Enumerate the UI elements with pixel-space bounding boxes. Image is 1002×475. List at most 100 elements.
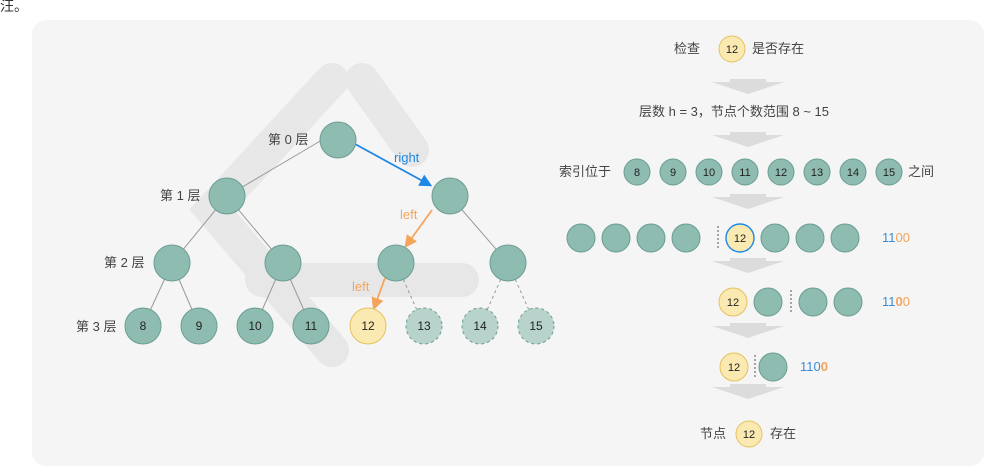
split1-bits-b: 00 xyxy=(896,230,910,245)
leaf-node-14 xyxy=(461,307,499,345)
split1-node-2 xyxy=(636,223,666,253)
tree-node-l2-2 xyxy=(377,244,415,282)
index-suffix: 之间 xyxy=(908,164,934,179)
leaf-node-11 xyxy=(292,307,330,345)
split2-target-label: 12 xyxy=(727,297,739,309)
split3-node-1 xyxy=(758,352,788,382)
left-arrow-1 xyxy=(404,209,433,249)
diagram-canvas: right left left 第 0 层 第 1 层 第 2 层 第 3 层 xyxy=(76,35,934,448)
leaf-label-8: 8 xyxy=(140,319,147,333)
top-fragment-text: 汪。 xyxy=(0,0,28,12)
level-label-2: 第 2 层 xyxy=(104,255,144,270)
tree-edges xyxy=(142,139,537,327)
index-node-10 xyxy=(695,158,723,186)
index-label-8: 8 xyxy=(634,167,640,179)
check-suffix: 是否存在 xyxy=(752,41,804,56)
index-node-11 xyxy=(731,158,759,186)
binary-tree: right left left 第 0 层 第 1 层 第 2 层 第 3 层 xyxy=(76,121,555,345)
leaf-label-12: 12 xyxy=(361,319,375,333)
split2-bits: 1100 xyxy=(882,294,910,309)
split1-node-5 xyxy=(760,223,790,253)
index-node-8 xyxy=(623,158,651,186)
flow-arrow-2 xyxy=(712,132,784,147)
split2-node-2 xyxy=(798,287,828,317)
check-prefix: 检查 xyxy=(674,41,700,56)
split2-node-1 xyxy=(753,287,783,317)
result-suffix: 存在 xyxy=(770,426,796,441)
leaf-label-14: 14 xyxy=(473,319,487,333)
leaf-node-9 xyxy=(180,307,218,345)
split2-bits-c: 0 xyxy=(903,294,910,309)
split3-bits-b: 0 xyxy=(821,359,828,374)
leaf-node-8 xyxy=(124,307,162,345)
result-node xyxy=(735,420,763,448)
check-node xyxy=(718,35,746,63)
level-label-0: 第 0 层 xyxy=(268,132,308,147)
leaf-node-12 xyxy=(349,307,387,345)
level-label-3: 第 3 层 xyxy=(76,319,116,334)
flow-arrow-3 xyxy=(712,194,784,209)
index-label-10: 10 xyxy=(703,167,715,179)
leaf-node-10 xyxy=(236,307,274,345)
left-arrow-2 xyxy=(371,277,386,311)
level-label-1: 第 1 层 xyxy=(160,188,200,203)
split1-bits: 1100 xyxy=(882,230,910,245)
index-nodes: 8 9 10 11 12 13 14 15 xyxy=(623,158,903,186)
split1-node-6 xyxy=(795,223,825,253)
flow-steps: 检查 12 是否存在 层数 h = 3，节点个数范围 8 ~ 15 索引位于 8… xyxy=(559,35,934,448)
index-label-12: 12 xyxy=(775,167,787,179)
flow-arrows xyxy=(712,79,784,399)
tree-node-l2-1 xyxy=(264,244,302,282)
split3-target-label: 12 xyxy=(728,362,740,374)
leaf-node-15 xyxy=(517,307,555,345)
split1-node-0 xyxy=(566,223,596,253)
split1-node-3 xyxy=(671,223,701,253)
leaf-nodes: 8 9 10 11 12 13 14 15 xyxy=(124,307,555,345)
leaf-node-13 xyxy=(405,307,443,345)
index-label-14: 14 xyxy=(847,167,859,179)
index-node-9 xyxy=(659,158,687,186)
split-row-1: 12 1100 xyxy=(566,223,910,253)
split1-node-7 xyxy=(830,223,860,253)
flow-arrow-4 xyxy=(712,258,784,273)
index-node-14 xyxy=(839,158,867,186)
tree-node-l2-0 xyxy=(153,244,191,282)
right-label: right xyxy=(394,150,420,165)
left-label-2: left xyxy=(352,279,370,294)
index-label-9: 9 xyxy=(670,167,676,179)
flow-arrow-6 xyxy=(712,384,784,399)
left-label-1: left xyxy=(400,207,418,222)
split2-bits-a: 11 xyxy=(882,294,896,309)
index-label-11: 11 xyxy=(739,167,750,179)
split3-bits-a: 110 xyxy=(800,359,821,374)
tree-node-l2-3 xyxy=(489,244,527,282)
watermark-logo xyxy=(189,63,479,367)
tree-node-root xyxy=(319,121,357,159)
index-label-15: 15 xyxy=(883,167,895,179)
result-node-label: 12 xyxy=(743,429,755,441)
split3-target-node xyxy=(719,352,749,382)
tree-node-l1-left xyxy=(208,177,246,215)
split1-target-label: 12 xyxy=(734,233,746,245)
split2-bits-b: 0 xyxy=(896,294,903,309)
split-row-3: 12 1100 xyxy=(719,352,828,382)
internal-nodes xyxy=(153,121,527,282)
index-prefix: 索引位于 xyxy=(559,164,611,179)
right-arrow xyxy=(354,143,433,187)
split1-target-node xyxy=(725,223,755,253)
flow-arrow-5 xyxy=(712,323,784,338)
result-prefix: 节点 xyxy=(700,426,726,441)
flow-arrow-1 xyxy=(712,79,784,94)
layer-info: 层数 h = 3，节点个数范围 8 ~ 15 xyxy=(639,104,829,119)
split-row-2: 12 1100 xyxy=(718,287,910,317)
split3-bits: 1100 xyxy=(800,359,828,374)
index-label-13: 13 xyxy=(811,167,823,179)
tree-node-l1-right xyxy=(431,177,469,215)
leaf-label-15: 15 xyxy=(529,319,543,333)
leaf-label-13: 13 xyxy=(417,319,431,333)
leaf-label-9: 9 xyxy=(196,319,203,333)
split2-node-3 xyxy=(833,287,863,317)
check-node-label: 12 xyxy=(726,44,738,56)
leaf-label-10: 10 xyxy=(248,319,262,333)
index-node-13 xyxy=(803,158,831,186)
